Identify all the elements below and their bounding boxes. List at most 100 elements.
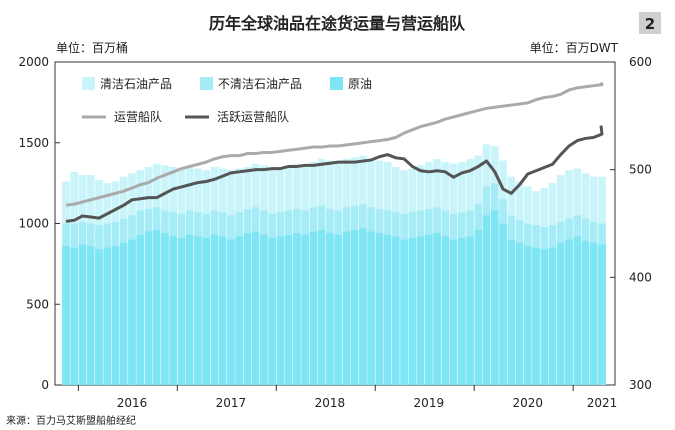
legend-swatch-clean [82, 77, 95, 90]
x-tick-label-2020: 2020 [513, 396, 544, 410]
bar-crude-2018-05 [309, 231, 318, 385]
bar-crude-2019-10 [449, 239, 458, 385]
right-axis-unit: 单位：百万DWT [530, 40, 619, 55]
figure-badge-label: 2 [645, 15, 655, 33]
left-tick-label-1500: 1500 [18, 136, 49, 150]
bar-crude-2018-04 [301, 234, 309, 385]
bar-crude-2020-08 [532, 247, 540, 385]
bar-crude-2020-07 [523, 246, 532, 385]
bar-crude-2016-09 [144, 231, 153, 385]
bar-layer [62, 144, 606, 386]
left-tick-label-500: 500 [26, 297, 49, 311]
x-tick-label-2019: 2019 [414, 396, 445, 410]
legend-swatch-dirty [200, 77, 213, 90]
bar-crude-2020-12 [565, 239, 573, 385]
bar-crude-2016-08 [136, 234, 145, 385]
bar-crude-2016-07 [128, 239, 136, 385]
bar-crude-2020-01 [474, 229, 483, 385]
bar-crude-2021-03 [589, 242, 598, 385]
bar-crude-2019-05 [408, 238, 417, 385]
legend-swatch-crude [330, 77, 343, 90]
x-tick-label-2016: 2016 [117, 396, 148, 410]
series-line-active-fleet [65, 125, 604, 223]
bar-crude-2019-01 [375, 233, 384, 385]
right-tick-label-600: 600 [629, 55, 652, 69]
bar-crude-2017-07 [227, 239, 235, 385]
bar-crude-2020-04 [499, 223, 507, 385]
bar-crude-2018-09 [342, 231, 351, 385]
bar-crude-2019-07 [425, 234, 433, 385]
bar-crude-2020-11 [556, 242, 565, 385]
bar-crude-2019-04 [400, 239, 408, 385]
bar-crude-2017-06 [218, 236, 227, 385]
legend-label-crude: 原油 [348, 77, 372, 91]
bar-crude-2019-12 [466, 236, 474, 385]
bar-crude-2016-02 [86, 246, 95, 385]
bar-crude-2016-01 [78, 244, 87, 385]
bar-crude-2015-11 [62, 246, 70, 385]
bar-crude-2021-02 [581, 241, 590, 385]
right-tick-label-400: 400 [629, 270, 652, 284]
bar-crude-2018-01 [276, 236, 285, 385]
bar-crude-2017-11 [260, 234, 268, 385]
bar-crude-2017-05 [210, 234, 219, 385]
bar-crude-2020-05 [507, 239, 516, 385]
bar-crude-2016-03 [95, 249, 103, 385]
bar-crude-2015-12 [70, 247, 79, 385]
bar-crude-2018-12 [367, 231, 375, 385]
bar-crude-2017-08 [235, 236, 243, 385]
bar-crude-2021-04 [598, 244, 606, 385]
bar-crude-2019-02 [383, 234, 392, 385]
legend-label-clean: 清洁石油产品 [100, 77, 172, 91]
left-axis-unit: 单位：百万桶 [56, 40, 128, 55]
x-tick-label-2021: 2021 [587, 396, 618, 410]
bar-crude-2016-11 [161, 233, 169, 385]
bar-crude-2020-09 [540, 249, 549, 385]
bar-crude-2017-09 [243, 233, 252, 385]
bar-crude-2017-03 [194, 236, 202, 385]
bar-crude-2018-02 [284, 234, 293, 385]
series-line-fleet [65, 81, 604, 207]
x-tick-label-2018: 2018 [315, 396, 346, 410]
axes-layer: 0 500 1000 1500 2000 300 400 500 600 2016 2017 2018… [18, 55, 651, 410]
bar-crude-2018-03 [293, 233, 301, 385]
bar-crude-2016-10 [152, 229, 161, 385]
chart-title: 历年全球油品在途货运量与营运船队 [209, 14, 466, 33]
bar-crude-2016-06 [119, 242, 128, 385]
line-layer [65, 81, 604, 223]
bar-crude-2016-12 [169, 236, 177, 385]
bar-crude-2017-12 [268, 238, 276, 385]
bar-crude-2017-04 [202, 238, 210, 385]
bar-crude-2016-04 [103, 247, 112, 385]
left-tick-label-1000: 1000 [18, 217, 49, 231]
right-tick-label-500: 500 [629, 163, 652, 177]
legend: 清洁石油产品 不清洁石油产品 原油 运营船队 活跃运营船队 [82, 77, 372, 124]
bar-crude-2019-11 [458, 238, 466, 385]
bar-crude-2020-06 [515, 242, 524, 385]
bar-crude-2018-10 [350, 229, 359, 385]
bar-crude-2021-01 [573, 236, 582, 385]
bar-crude-2020-03 [491, 210, 499, 385]
bar-crude-2018-07 [326, 233, 334, 385]
bar-crude-2019-06 [416, 236, 425, 385]
bar-crude-2018-06 [317, 229, 326, 385]
bar-crude-2020-10 [548, 247, 557, 385]
bar-crude-2020-02 [482, 215, 491, 385]
bar-crude-2019-09 [441, 236, 450, 385]
x-tick-label-2017: 2017 [216, 396, 247, 410]
source-note: 来源：百力马艾斯盟船舶经纪 [6, 414, 136, 427]
bar-crude-2019-03 [392, 236, 400, 385]
legend-label-dirty: 不清洁石油产品 [218, 77, 302, 91]
bar-crude-2017-02 [185, 234, 194, 385]
bar-crude-2018-08 [334, 234, 342, 385]
legend-label-fleet: 运营船队 [114, 109, 162, 124]
figure-badge [639, 12, 661, 34]
bar-crude-2016-05 [111, 246, 120, 385]
left-tick-label-0: 0 [41, 378, 49, 392]
bar-crude-2017-10 [251, 231, 260, 385]
bar-crude-2018-11 [359, 228, 367, 385]
bar-crude-2019-08 [433, 233, 441, 385]
left-tick-label-2000: 2000 [18, 55, 49, 69]
bar-crude-2017-01 [177, 238, 186, 385]
